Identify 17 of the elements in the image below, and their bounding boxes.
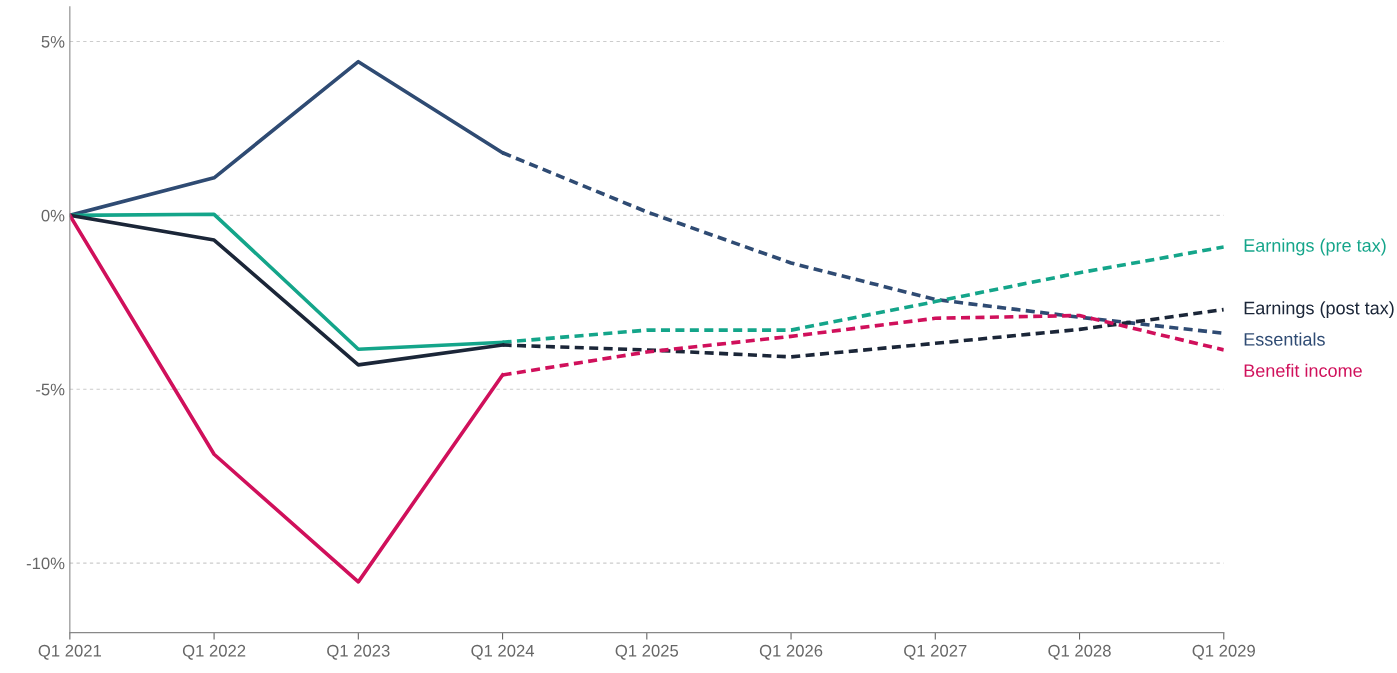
x-tick-label: Q1 2026 xyxy=(759,644,823,660)
x-tick-label: Q1 2023 xyxy=(327,644,390,660)
series-label: Benefit income xyxy=(1244,363,1362,378)
x-tick-label: Q1 2029 xyxy=(1192,644,1255,660)
x-tick-label: Q1 2025 xyxy=(615,644,679,660)
series-label: Earnings (pre tax) xyxy=(1244,238,1386,256)
series-label: Essentials xyxy=(1244,332,1325,346)
y-tick-label: -5% xyxy=(36,383,65,396)
series-label: Earnings (post tax) xyxy=(1244,301,1394,319)
x-tick-label: Q1 2022 xyxy=(182,644,246,660)
y-tick-label: 5% xyxy=(41,35,65,48)
x-tick-label: Q1 2021 xyxy=(38,644,102,660)
y-tick-label: 0% xyxy=(41,209,65,222)
x-tick-label: Q1 2027 xyxy=(904,644,967,660)
x-tick-label: Q1 2028 xyxy=(1048,644,1111,660)
y-tick-label: -10% xyxy=(26,557,65,570)
x-tick-label: Q1 2024 xyxy=(471,644,535,660)
